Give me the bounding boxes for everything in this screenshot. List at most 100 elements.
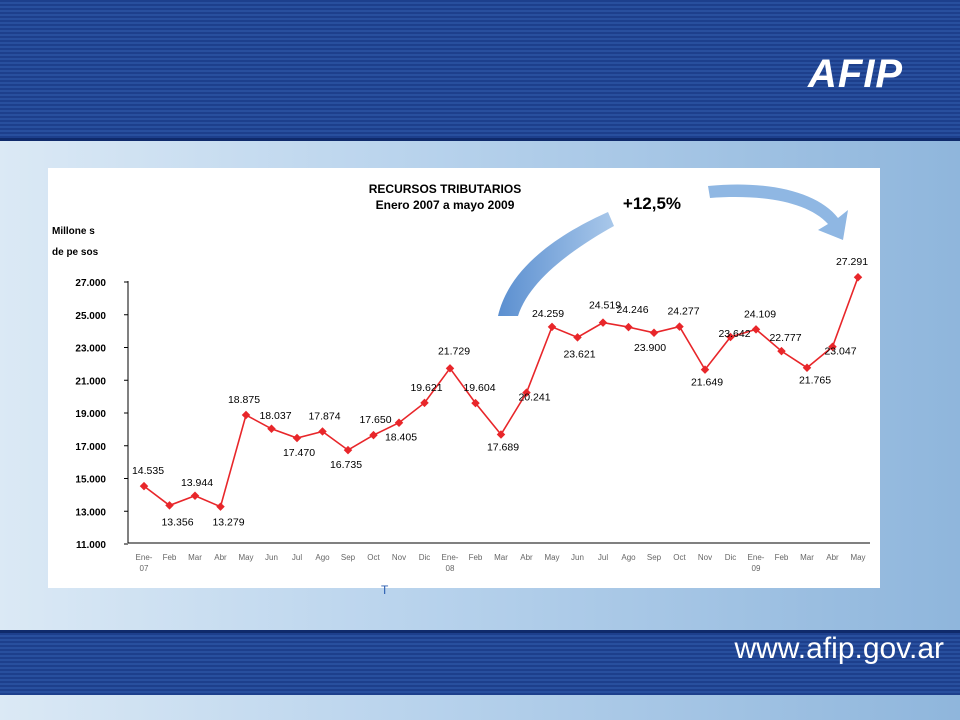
- chart-panel: RECURSOS TRIBUTARIOS Enero 2007 a mayo 2…: [48, 168, 880, 588]
- data-label: 23.621: [563, 348, 595, 360]
- x-tick-label: Dic: [725, 553, 737, 562]
- data-point: [420, 398, 429, 408]
- y-tick-label: 25.000: [75, 311, 106, 322]
- data-label: 24.259: [532, 308, 564, 320]
- data-label: 18.037: [259, 410, 291, 422]
- data-label: 13.356: [161, 516, 193, 528]
- x-tick-label: Feb: [775, 553, 789, 562]
- chart-subtitle: Enero 2007 a mayo 2009: [376, 198, 515, 212]
- data-point: [216, 502, 225, 511]
- data-label: 23.047: [824, 346, 856, 358]
- data-label: 21.765: [799, 375, 831, 387]
- y-tick-label: 15.000: [75, 475, 106, 486]
- data-label: 24.519: [589, 300, 621, 312]
- data-label: 24.109: [744, 308, 776, 320]
- data-label: 17.650: [359, 414, 391, 426]
- data-point: [675, 322, 684, 331]
- data-label: 14.535: [132, 465, 164, 477]
- up-arrow-icon: [498, 212, 614, 316]
- curved-arrow-icon: [708, 184, 848, 240]
- stray-mark: T: [381, 583, 389, 597]
- header-band: [0, 0, 960, 141]
- growth-annotation: +12,5%: [623, 194, 681, 213]
- data-label: 16.735: [330, 459, 362, 471]
- data-point: [547, 322, 557, 332]
- data-point: [445, 364, 455, 373]
- data-label: 13.944: [181, 477, 213, 489]
- x-tick-label: Mar: [800, 553, 814, 562]
- data-label: 17.470: [283, 447, 315, 459]
- x-tick-label: Ene-09: [748, 553, 765, 573]
- y-axis-label-line2: de pe sos: [52, 247, 99, 258]
- x-tick-label: May: [850, 553, 865, 562]
- afip-logo: AFIP: [808, 52, 904, 96]
- data-point: [394, 418, 404, 427]
- y-tick-label: 17.000: [75, 442, 106, 453]
- y-axis-label-line1: Millone s: [52, 226, 95, 237]
- data-point: [241, 410, 251, 420]
- data-label: 21.649: [691, 377, 723, 389]
- website-url: www.afip.gov.ar: [734, 632, 944, 665]
- x-tick-label: Abr: [826, 553, 839, 562]
- data-label: 20.241: [518, 392, 550, 404]
- data-point: [343, 445, 353, 455]
- data-label: 19.621: [410, 382, 442, 394]
- data-point: [598, 318, 608, 327]
- x-tick-label: Jul: [598, 553, 608, 562]
- x-tick-label: May: [544, 553, 559, 562]
- data-label: 18.405: [385, 432, 417, 444]
- y-tick-label: 19.000: [75, 409, 106, 420]
- data-label: 23.900: [634, 342, 666, 354]
- data-label: 18.875: [228, 394, 260, 406]
- data-label: 24.277: [667, 306, 699, 318]
- data-point: [726, 332, 735, 342]
- data-label: 23.642: [718, 328, 750, 340]
- x-tick-label: Mar: [494, 553, 508, 562]
- x-tick-label: Mar: [188, 553, 202, 562]
- data-point: [471, 398, 480, 408]
- x-tick-label: Sep: [647, 553, 662, 562]
- x-tick-label: Oct: [367, 553, 380, 562]
- data-point: [751, 325, 761, 334]
- x-tick-label: Nov: [392, 553, 406, 562]
- x-tick-label: Sep: [341, 553, 356, 562]
- data-label: 21.729: [438, 345, 470, 357]
- x-tick-label: Dic: [419, 553, 431, 562]
- data-point: [267, 424, 276, 434]
- data-point: [369, 430, 378, 440]
- data-label: 22.777: [769, 332, 801, 344]
- data-point: [522, 388, 531, 397]
- data-label: 24.246: [616, 304, 648, 316]
- x-tick-label: Ene-08: [442, 553, 459, 573]
- data-label: 17.689: [487, 441, 519, 453]
- data-label: 19.604: [463, 382, 495, 394]
- chart-title: RECURSOS TRIBUTARIOS: [369, 182, 521, 196]
- data-point: [828, 342, 837, 351]
- y-tick-label: 23.000: [75, 344, 106, 355]
- x-tick-label: Abr: [214, 553, 227, 562]
- y-tick-label: 13.000: [75, 507, 106, 518]
- data-label: 27.291: [836, 256, 868, 268]
- x-tick-label: Feb: [163, 553, 177, 562]
- x-tick-label: Ene-07: [136, 553, 153, 573]
- x-tick-label: Abr: [520, 553, 533, 562]
- data-label: 13.279: [212, 517, 244, 529]
- x-tick-label: May: [238, 553, 253, 562]
- data-point: [649, 328, 659, 338]
- data-point: [190, 491, 200, 501]
- y-tick-label: 11.000: [76, 540, 106, 551]
- footer-band: [0, 630, 960, 695]
- data-point: [292, 433, 302, 443]
- x-tick-label: Feb: [469, 553, 483, 562]
- x-tick-label: Oct: [673, 553, 686, 562]
- x-tick-label: Jun: [571, 553, 584, 562]
- x-tick-label: Jun: [265, 553, 278, 562]
- data-point: [496, 430, 506, 439]
- data-point: [573, 333, 582, 342]
- x-tick-label: Ago: [621, 553, 636, 562]
- y-tick-label: 21.000: [75, 376, 106, 387]
- data-point: [165, 501, 174, 510]
- data-point: [853, 272, 863, 282]
- data-point: [139, 481, 149, 491]
- data-point: [624, 322, 633, 332]
